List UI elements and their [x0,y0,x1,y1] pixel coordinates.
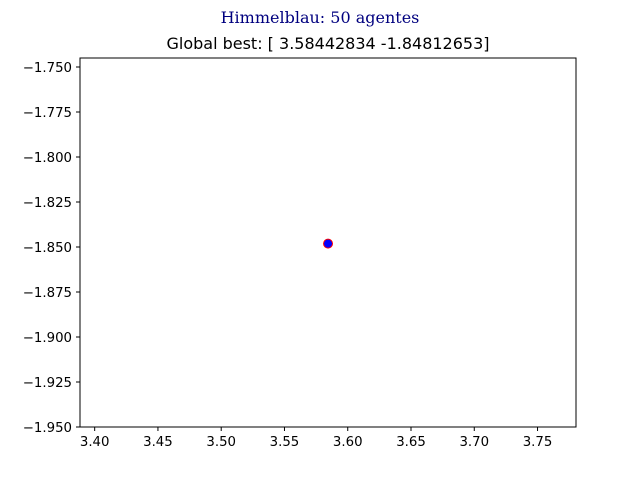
x-tick-label: 3.45 [143,435,173,450]
data-points [323,238,334,249]
scatter-point [323,238,334,249]
plot-area-frame [79,57,577,428]
y-tick-label: −1.750 [23,61,72,76]
y-tick-label: −1.850 [23,241,72,256]
chart-title: Global best: [ 3.58442834 -1.84812653] [166,34,489,53]
x-axis-ticks: 3.40 3.45 3.50 3.55 3.60 3.65 3.70 3.75 [80,427,552,450]
x-tick-label: 3.55 [270,435,300,450]
x-tick-label: 3.70 [459,435,489,450]
x-tick-label: 3.75 [523,435,553,450]
x-tick-label: 3.65 [396,435,426,450]
y-tick-label: −1.800 [23,151,72,166]
y-tick-label: −1.925 [23,376,72,391]
y-tick-label: −1.775 [23,106,72,121]
y-axis-ticks: −1.750 −1.775 −1.800 −1.825 −1.850 −1.875 −1.9… [23,61,80,436]
y-tick-label: −1.875 [23,286,72,301]
x-tick-label: 3.40 [80,435,110,450]
y-tick-label: −1.900 [23,331,72,346]
figure-suptitle: Himmelblau: 50 agentes [221,8,420,27]
y-tick-label: −1.825 [23,196,72,211]
x-tick-label: 3.50 [206,435,236,450]
x-tick-label: 3.60 [333,435,363,450]
y-tick-label: −1.950 [23,421,72,436]
